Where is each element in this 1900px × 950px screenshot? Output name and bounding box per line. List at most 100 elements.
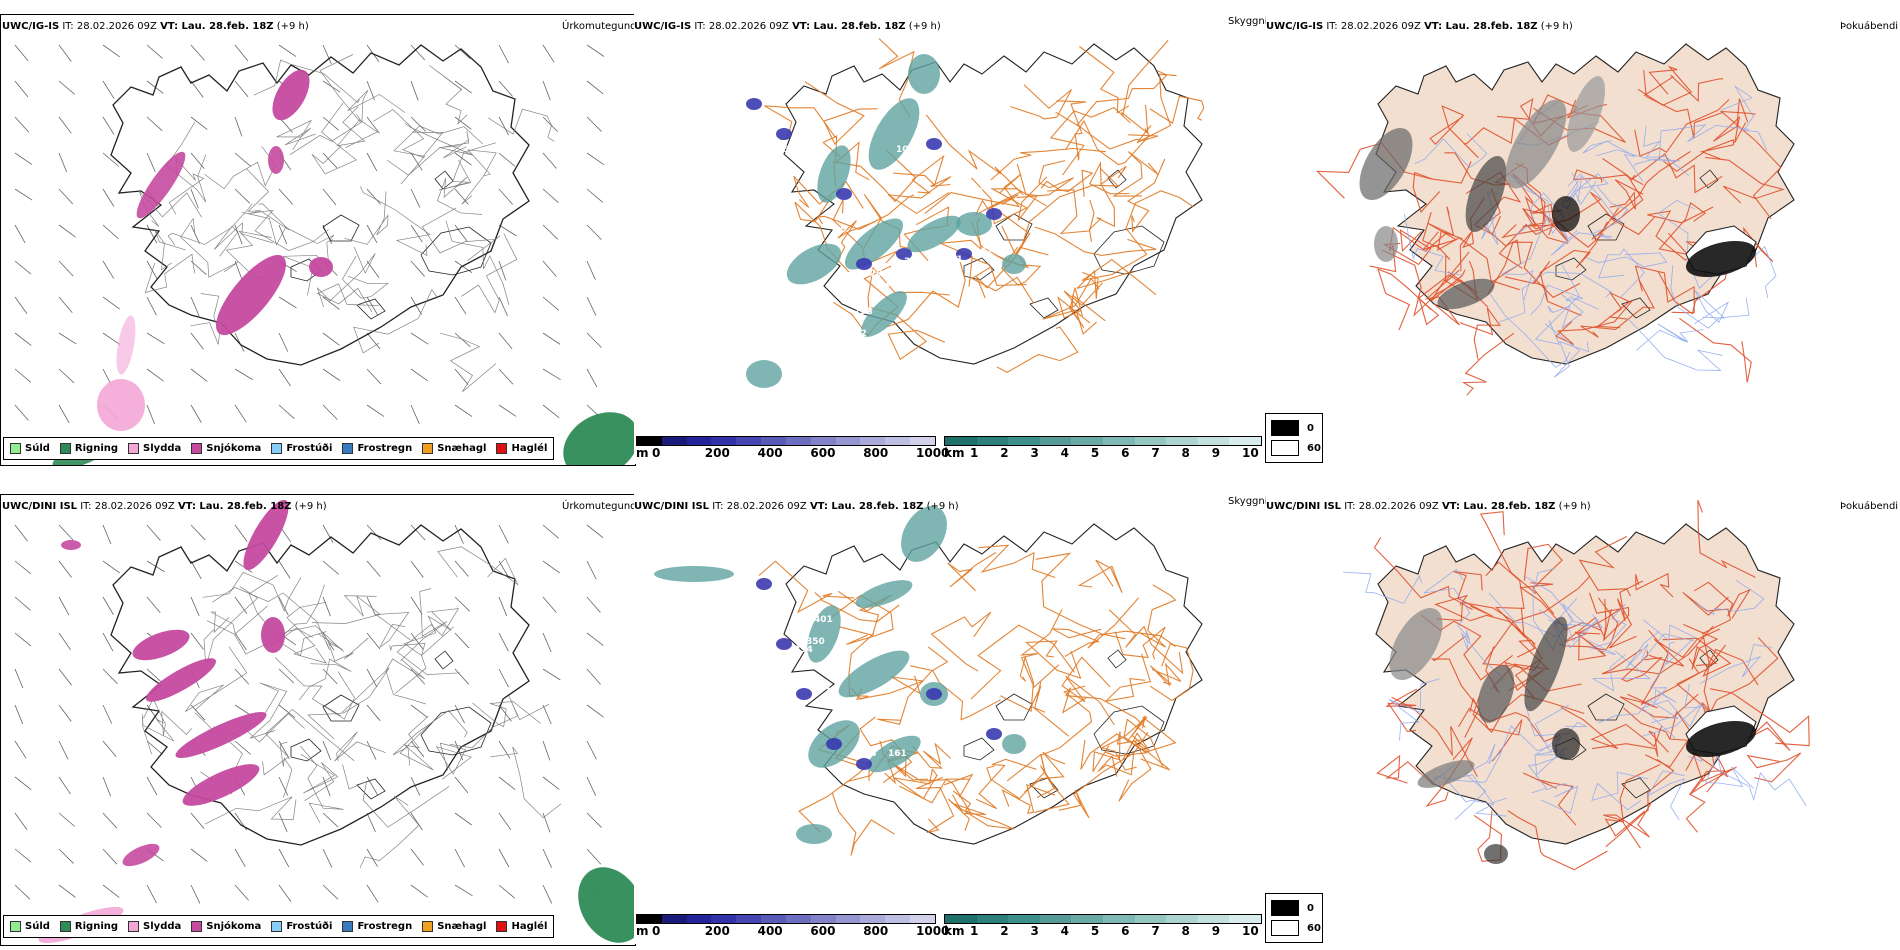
colorbar-tick-label: 10: [1242, 446, 1259, 460]
colorbar-swatch: [1197, 437, 1230, 445]
visibility-panel-row1: 426 69 108 170 20 101 262 398 204 15 258 962 10: [634, 14, 1268, 464]
legend-swatch: [128, 443, 140, 454]
legend-swatch: [191, 443, 203, 454]
colorbar-tick-label: 800: [863, 446, 889, 460]
legend-label: Snæhagl: [437, 921, 487, 932]
cloud-legend-item: 60: [1271, 440, 1321, 456]
colorbar-tick-label: 600: [810, 446, 836, 460]
colorbar-meters-row2: m 0 200 400 600 800 1000: [636, 914, 949, 938]
panel-title-precip-row2: Úrkomutegund: [562, 501, 637, 512]
colorbar-tick-label: 0: [652, 924, 661, 938]
colorbar-tick-label: 2: [1000, 924, 1009, 938]
visibility-value-label: 350: [806, 637, 825, 647]
issue-time: IT: 28.02.2026 09Z: [1326, 21, 1421, 32]
legend-label: Frostúði: [286, 921, 333, 932]
colorbar-labels: km 1 2 3 4 5 6 7 8 9 10: [944, 924, 1262, 938]
colorbar-swatch: [885, 437, 911, 445]
colorbar-swatch: [860, 915, 886, 923]
valid-time: VT: Lau. 28.feb. 18Z: [792, 21, 906, 32]
precip-map-row2: [14, 499, 635, 944]
header-row2-precip: UWC/DINI ISL IT: 28.02.2026 09Z VT: Lau.…: [2, 501, 327, 512]
cloud-legend-row1: 0 60: [1265, 413, 1323, 463]
legend-label: Haglél: [511, 921, 548, 932]
legend-swatch: [1271, 920, 1299, 936]
colorbar-unit: m: [636, 924, 649, 938]
colorbar-swatch: [686, 915, 712, 923]
colorbar-km-row1: km 1 2 3 4 5 6 7 8 9 10: [944, 436, 1262, 460]
colorbar-swatch: [686, 437, 712, 445]
cloud-map-row1: [1316, 43, 1795, 396]
precip-legend-item: Frostregn: [342, 443, 412, 454]
colorbar-swatches: [944, 436, 1262, 446]
cloud-legend-item: 0: [1271, 420, 1314, 436]
colorbar-swatch: [860, 437, 886, 445]
legend-swatch: [1271, 420, 1299, 436]
panel-title-cloud-row1: Þokuábendi: [1840, 21, 1899, 32]
colorbar-swatch: [976, 915, 1009, 923]
colorbar-tick-label: 1000: [916, 924, 950, 938]
legend-swatch: [422, 443, 434, 454]
legend-swatch: [342, 443, 354, 454]
panel-title-visibility-row1: Skyggni: [1228, 16, 1268, 27]
precip-legend-row2: Súld Rigning Slydda Snjókoma Frostúði Frostre…: [3, 915, 555, 938]
colorbar-swatch: [976, 437, 1009, 445]
legend-label: Frostúði: [286, 443, 333, 454]
precip-legend-item: Rigning: [59, 921, 118, 932]
lead-time: (+9 h): [926, 501, 959, 512]
model-name: UWC/DINI ISL: [634, 501, 710, 512]
panel-title-visibility-row2: Skyggni: [1228, 496, 1268, 507]
colorbar-tick-label: 600: [810, 924, 836, 938]
colorbar-swatches: [944, 914, 1262, 924]
visibility-areas: [746, 54, 1026, 388]
visibility-value-label: 354: [794, 645, 813, 655]
colorbar-swatch: [761, 915, 786, 923]
colorbar-unit: km: [944, 446, 965, 460]
precip-map-row1: [14, 44, 635, 465]
colorbar-swatch: [1008, 915, 1040, 923]
legend-label: Frostregn: [357, 921, 413, 932]
colorbar-swatch: [945, 437, 977, 445]
cloud-legend-row2: 0 60: [1265, 893, 1323, 943]
visibility-value-label: 962: [848, 329, 867, 339]
colorbar-tick-label: 1: [970, 924, 979, 938]
colorbar-swatch: [661, 437, 687, 445]
colorbar-swatch: [1166, 437, 1198, 445]
legend-swatch: [271, 921, 283, 932]
colorbar-tick-label: 3: [1030, 446, 1039, 460]
legend-swatch: [422, 921, 434, 932]
issue-time: IT: 28.02.2026 09Z: [62, 21, 157, 32]
colorbar-swatch: [1229, 437, 1261, 445]
colorbar-swatches: [636, 436, 936, 446]
legend-label: Snæhagl: [437, 443, 487, 454]
precip-legend-item: Frostúði: [271, 443, 332, 454]
cloud-panel-row2: [1266, 494, 1900, 944]
legend-swatch: [496, 921, 508, 932]
panel-title-cloud-row2: Þokuábendi: [1840, 501, 1899, 512]
colorbar-tick-label: 800: [863, 924, 889, 938]
colorbar-swatch: [1134, 437, 1167, 445]
visibility-value-label: 161: [888, 749, 907, 759]
precip-legend-item: Frostregn: [342, 921, 412, 932]
precip-legend-item: Súld: [10, 921, 50, 932]
cloud-legend-item: 0: [1271, 900, 1314, 916]
precip-legend-item: Snjókoma: [191, 921, 261, 932]
precip-legend-item: Snæhagl: [422, 921, 486, 932]
colorbar-swatch: [910, 437, 935, 445]
colorbar-swatches: [636, 914, 936, 924]
colorbar-swatch: [661, 915, 687, 923]
colorbar-swatch: [1008, 437, 1040, 445]
visibility-value-label: 398: [904, 257, 923, 267]
legend-swatch: [59, 443, 71, 454]
lead-time: (+9 h): [1540, 21, 1573, 32]
colorbar-tick-label: 8: [1181, 924, 1190, 938]
visibility-value-label: 20: [834, 225, 847, 235]
visibility-value-label: 401: [814, 615, 833, 625]
legend-label: 0: [1307, 902, 1314, 914]
legend-label: Haglél: [511, 443, 548, 454]
colorbar-tick-label: 400: [757, 924, 783, 938]
precip-legend-item: Snjókoma: [191, 443, 261, 454]
colorbar-tick-label: 7: [1151, 924, 1160, 938]
fog-areas: [1359, 76, 1757, 310]
visibility-value-label: 170: [964, 187, 983, 197]
